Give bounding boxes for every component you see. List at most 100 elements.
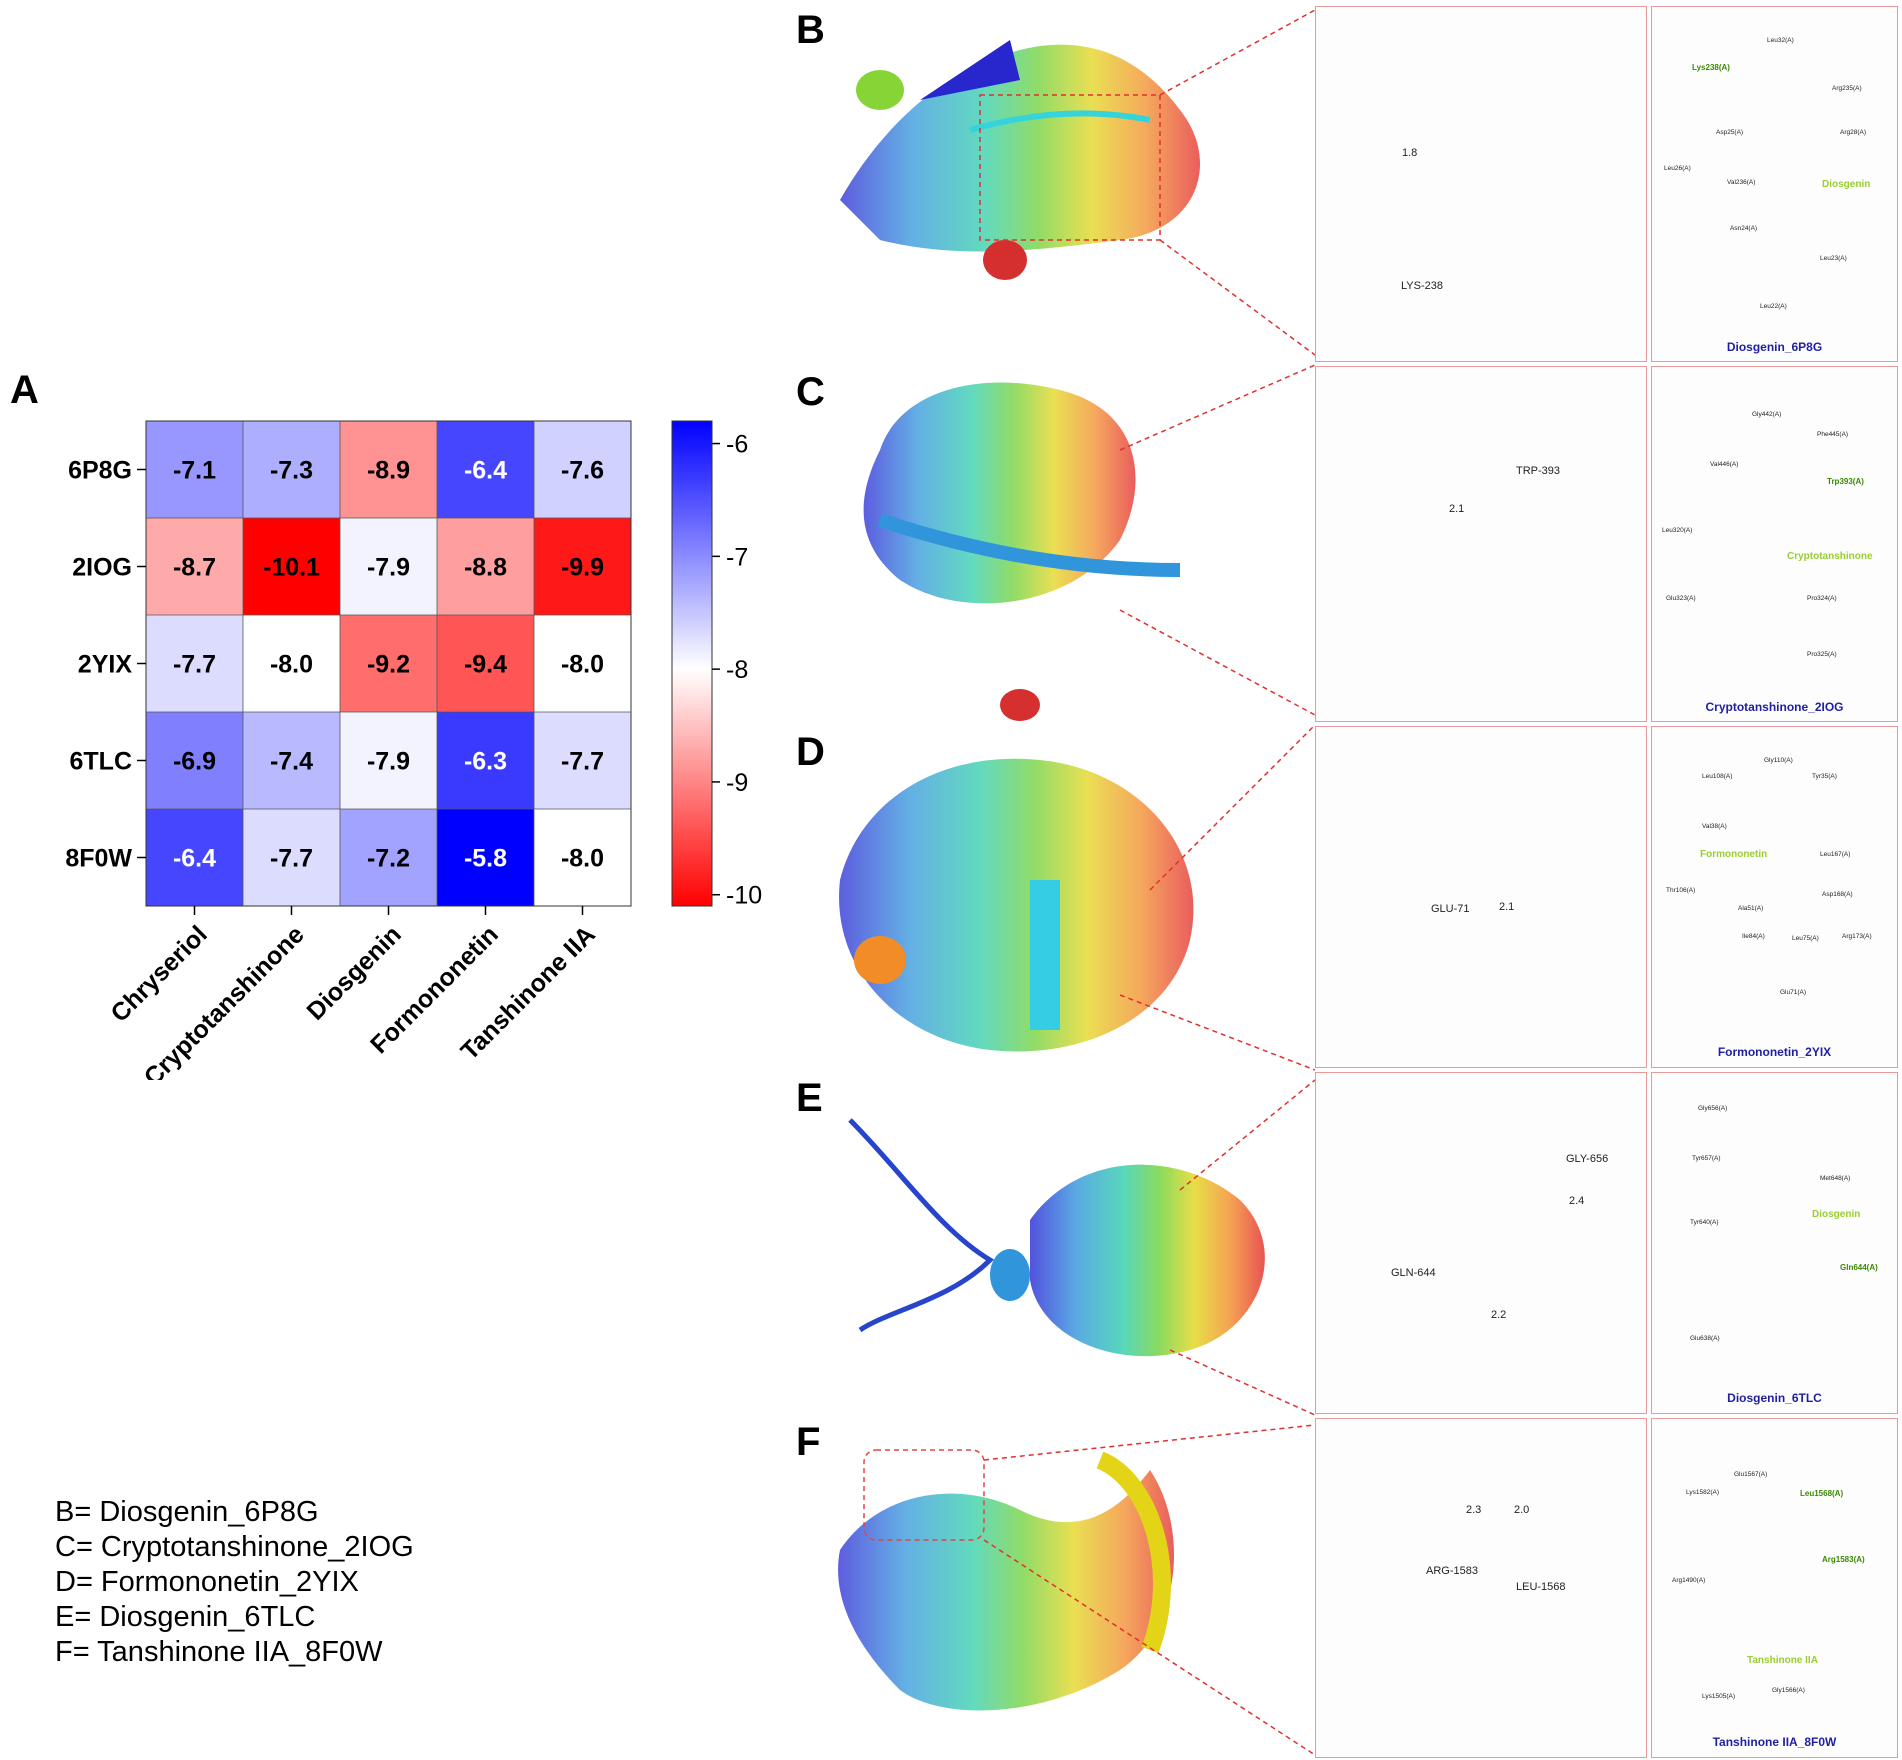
cell-value-label: -7.2 xyxy=(367,845,410,873)
hbond-distance: 2.1 xyxy=(1449,503,1465,515)
residue-label: Leu75(A) xyxy=(1792,935,1819,942)
ligand-name: Tanshinone IIA xyxy=(1747,1655,1818,1666)
heatmap-cell xyxy=(243,518,340,615)
cell-value-label: -7.7 xyxy=(173,651,216,679)
colorbar xyxy=(671,420,713,907)
residue-label: Val236(A) xyxy=(1727,179,1756,186)
residue-label: Gly1566(A) xyxy=(1772,1687,1805,1694)
heatmap-cell xyxy=(243,615,340,712)
residue-label: Ala51(A) xyxy=(1738,905,1764,912)
residue-label: Lys1505(A) xyxy=(1702,1693,1735,1700)
zoom-box-f: ARG-1583 LEU-1568 2.3 2.0 xyxy=(1315,1418,1647,1758)
cell-value-label: -9.4 xyxy=(464,651,507,679)
panel-label-b: B xyxy=(796,8,825,52)
hbond-residue: Leu1568(A) xyxy=(1800,1489,1844,1498)
heatmap-cell xyxy=(534,421,631,518)
cell-value-label: -10.1 xyxy=(263,554,320,582)
residue-label: Leu108(A) xyxy=(1702,773,1733,780)
panel-label-c: C xyxy=(796,370,825,414)
residue-label: Pro324(A) xyxy=(1807,595,1837,602)
heatmap-cell xyxy=(437,615,534,712)
legend-item-b: B= Diosgenin_6P8G xyxy=(55,1496,319,1528)
zoom-box-d: GLU-71 2.1 xyxy=(1315,726,1647,1068)
residue-label: Glu1567(A) xyxy=(1734,1471,1768,1478)
residue-label: Leu26(A) xyxy=(1664,165,1691,172)
ligand-name: Diosgenin xyxy=(1812,1209,1861,1220)
row-label: 2YIX xyxy=(78,651,133,679)
protein-b-illustration xyxy=(840,40,1200,280)
residue-label: Leu320(A) xyxy=(1662,527,1693,534)
heatmap-cell xyxy=(340,518,437,615)
cell-value-label: -6.3 xyxy=(464,748,507,776)
zoom-residue-label: GLY-656 xyxy=(1566,1153,1609,1165)
heatmap-cell xyxy=(534,518,631,615)
row-label: 6P8G xyxy=(68,457,132,485)
heatmap-cell xyxy=(534,615,631,712)
panel-label-a: A xyxy=(10,368,39,412)
heatmap-cell xyxy=(437,809,534,906)
residue-label: Gly656(A) xyxy=(1698,1105,1728,1112)
ligplot-box-b: Lys238(A) Diosgenin Leu32(A) Arg235(A) A… xyxy=(1651,6,1898,362)
protein-e-illustration xyxy=(848,1118,1265,1357)
legend-item-f: F= Tanshinone IIA_8F0W xyxy=(55,1636,383,1668)
hbond-residue: Trp393(A) xyxy=(1827,477,1864,486)
residue-label: Gly442(A) xyxy=(1752,411,1782,418)
panel-caption: Diosgenin_6TLC xyxy=(1727,1391,1822,1405)
hbond-distance: 1.8 xyxy=(1402,147,1418,159)
cell-value-label: -7.1 xyxy=(173,457,216,485)
cell-value-label: -7.9 xyxy=(367,554,410,582)
residue-label: Leu167(A) xyxy=(1820,851,1851,858)
panel-caption: Tanshinone IIA_8F0W xyxy=(1712,1735,1837,1749)
heatmap-cell xyxy=(243,809,340,906)
heatmap-cell xyxy=(534,712,631,809)
row-label: 2IOG xyxy=(72,554,132,582)
colorbar-tick-label: -9 xyxy=(726,769,748,797)
connector-lines xyxy=(979,10,1316,1756)
residue-label: Pro325(A) xyxy=(1807,651,1837,658)
column-label: Chryseriol xyxy=(105,920,212,1027)
hbond-distance: 2.3 xyxy=(1466,1504,1482,1516)
zoom-residue-label: LEU-1568 xyxy=(1516,1581,1566,1593)
cell-value-label: -8.7 xyxy=(173,554,216,582)
residue-label: Asn24(A) xyxy=(1730,225,1758,232)
hbond-distance: 2.2 xyxy=(1491,1309,1507,1321)
heatmap-cell xyxy=(534,809,631,906)
cell-value-label: -7.9 xyxy=(367,748,410,776)
zoom-residue-label: GLN-644 xyxy=(1391,1267,1436,1279)
cell-value-label: -8.0 xyxy=(270,651,313,679)
residue-label: Asp25(A) xyxy=(1716,129,1744,136)
ligand-name: Diosgenin xyxy=(1822,179,1871,190)
residue-label: Val446(A) xyxy=(1710,461,1739,468)
residue-label: Gly110(A) xyxy=(1764,757,1793,764)
row-label: 6TLC xyxy=(70,748,133,776)
cell-value-label: -5.8 xyxy=(464,845,507,873)
hbond-residue: Lys238(A) xyxy=(1692,63,1730,72)
panel-caption: Cryptotanshinone_2IOG xyxy=(1705,700,1844,714)
protein-structures xyxy=(838,10,1316,1756)
cell-value-label: -9.9 xyxy=(561,554,604,582)
heatmap-cell xyxy=(243,421,340,518)
residue-label: Lys1582(A) xyxy=(1686,1489,1719,1496)
colorbar-tick-label: -10 xyxy=(726,882,762,910)
colorbar-tick-label: -7 xyxy=(726,543,748,571)
heatmap-cell xyxy=(146,809,243,906)
cell-value-label: -7.3 xyxy=(270,457,313,485)
cell-value-label: -6.9 xyxy=(173,748,216,776)
ligplot-box-e: Gln644(A) Diosgenin Gly656(A) Tyr657(A) … xyxy=(1651,1072,1898,1414)
protein-c-illustration xyxy=(863,382,1181,721)
cell-value-label: -7.7 xyxy=(561,748,604,776)
zoom-residue-label: GLU-71 xyxy=(1431,903,1470,915)
hbond-distance: 2.4 xyxy=(1569,1195,1585,1207)
residue-label: Val38(A) xyxy=(1702,823,1727,830)
residue-label: Leu22(A) xyxy=(1760,303,1787,310)
heatmap-cell xyxy=(437,712,534,809)
residue-label: Leu23(A) xyxy=(1820,255,1847,262)
heatmap-cell xyxy=(340,421,437,518)
column-label: Diosgenin xyxy=(301,920,406,1025)
colorbar-tick-label: -6 xyxy=(726,431,748,459)
panel-caption: Diosgenin_6P8G xyxy=(1726,340,1823,354)
panel-label-f: F xyxy=(796,1420,821,1464)
panel-label-d: D xyxy=(796,730,825,774)
residue-label: Ile84(A) xyxy=(1742,933,1765,940)
residue-label: Tyr35(A) xyxy=(1812,773,1837,780)
